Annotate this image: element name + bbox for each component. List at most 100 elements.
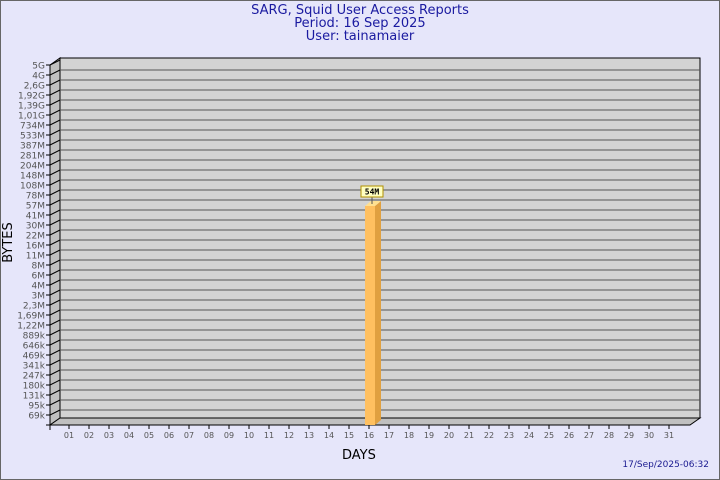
y-tick-depth bbox=[49, 149, 61, 156]
y-tick-label: 57M bbox=[26, 202, 45, 212]
x-tick-label: 26 bbox=[564, 431, 574, 440]
y-tick-depth bbox=[49, 369, 61, 376]
x-tick-label: 24 bbox=[524, 431, 534, 440]
y-tick-depth bbox=[49, 379, 61, 386]
bar-top bbox=[365, 201, 381, 206]
y-tick-depth bbox=[49, 249, 61, 256]
y-tick-depth bbox=[49, 109, 61, 116]
y-tick-depth bbox=[49, 179, 61, 186]
bar-value-label: 54M bbox=[365, 188, 380, 197]
bar bbox=[365, 206, 375, 425]
x-tick-label: 29 bbox=[624, 431, 634, 440]
x-tick-label: 03 bbox=[104, 431, 114, 440]
chart-title: SARG, Squid User Access Reports bbox=[251, 3, 469, 18]
x-tick-label: 02 bbox=[84, 431, 94, 440]
y-tick-label: 22M bbox=[26, 232, 45, 242]
x-tick-label: 04 bbox=[124, 431, 134, 440]
y-tick-depth bbox=[49, 349, 61, 356]
y-tick-label: 533M bbox=[20, 132, 45, 142]
y-tick-label: 11M bbox=[26, 252, 45, 262]
y-tick-label: 646k bbox=[23, 342, 46, 352]
y-tick-label: 8M bbox=[32, 262, 46, 272]
y-tick-label: 469k bbox=[23, 352, 46, 362]
y-tick-label: 41M bbox=[26, 212, 45, 222]
y-tick-label: 5G bbox=[32, 62, 45, 72]
y-tick-label: 4G bbox=[32, 72, 45, 82]
y-tick-label: 341k bbox=[23, 362, 46, 372]
x-tick-label: 18 bbox=[404, 431, 414, 440]
x-tick-label: 22 bbox=[484, 431, 494, 440]
x-tick-label: 16 bbox=[364, 431, 374, 440]
y-tick-label: 1,69M bbox=[17, 312, 45, 322]
x-tick-label: 25 bbox=[544, 431, 554, 440]
y-tick-label: 78M bbox=[26, 192, 45, 202]
y-tick-depth bbox=[49, 239, 61, 246]
x-tick-label: 08 bbox=[204, 431, 214, 440]
y-tick-label: 4M bbox=[32, 282, 46, 292]
x-tick-label: 12 bbox=[284, 431, 294, 440]
timestamp: 17/Sep/2025-06:32 bbox=[622, 460, 709, 470]
y-tick-label: 2,3M bbox=[23, 302, 45, 312]
y-tick-depth bbox=[49, 319, 61, 326]
y-tick-depth bbox=[49, 139, 61, 146]
x-tick-label: 31 bbox=[664, 431, 674, 440]
y-tick-depth bbox=[49, 329, 61, 336]
y-tick-label: 734M bbox=[20, 122, 45, 132]
y-tick-label: 180k bbox=[23, 382, 46, 392]
y-tick-depth bbox=[49, 99, 61, 106]
y-tick-depth bbox=[49, 359, 61, 366]
y-tick-label: 3M bbox=[32, 292, 46, 302]
y-tick-depth bbox=[49, 89, 61, 96]
y-tick-label: 1,92G bbox=[18, 92, 45, 102]
x-tick-label: 15 bbox=[344, 431, 354, 440]
x-tick-label: 30 bbox=[644, 431, 654, 440]
y-tick-depth bbox=[49, 339, 61, 346]
y-tick-depth bbox=[49, 189, 61, 196]
x-tick-label: 14 bbox=[324, 431, 334, 440]
x-tick-label: 09 bbox=[224, 431, 234, 440]
x-tick-label: 07 bbox=[184, 431, 194, 440]
x-tick-label: 01 bbox=[64, 431, 74, 440]
y-tick-label: 69k bbox=[28, 412, 45, 422]
y-tick-depth bbox=[49, 399, 61, 406]
y-tick-depth bbox=[49, 259, 61, 266]
y-tick-label: 95k bbox=[28, 402, 45, 412]
y-tick-depth bbox=[49, 69, 61, 76]
x-tick-label: 05 bbox=[144, 431, 154, 440]
x-tick-label: 23 bbox=[504, 431, 514, 440]
y-tick-depth bbox=[49, 209, 61, 216]
y-tick-label: 148M bbox=[20, 172, 45, 182]
x-tick-label: 19 bbox=[424, 431, 434, 440]
y-tick-depth bbox=[49, 59, 61, 66]
x-tick-label: 20 bbox=[444, 431, 454, 440]
x-tick-label: 28 bbox=[604, 431, 614, 440]
x-tick-label: 21 bbox=[464, 431, 474, 440]
bar-label-box bbox=[360, 185, 384, 198]
y-tick-label: 1,39G bbox=[18, 102, 45, 112]
y-tick-depth bbox=[49, 169, 61, 176]
y-tick-depth bbox=[49, 219, 61, 226]
y-tick-depth bbox=[49, 229, 61, 236]
y-tick-label: 247k bbox=[23, 372, 46, 382]
x-tick-label: 11 bbox=[264, 431, 274, 440]
y-tick-depth bbox=[49, 119, 61, 126]
x-tick-label: 06 bbox=[164, 431, 174, 440]
x-tick-label: 10 bbox=[244, 431, 254, 440]
y-tick-label: 1,22M bbox=[17, 322, 45, 332]
y-tick-depth bbox=[49, 199, 61, 206]
y-tick-label: 6M bbox=[32, 272, 46, 282]
y-tick-depth bbox=[49, 309, 61, 316]
x-tick-label: 27 bbox=[584, 431, 594, 440]
x-tick-label: 17 bbox=[384, 431, 394, 440]
chart-user: User: tainamaier bbox=[305, 29, 415, 44]
y-tick-label: 387M bbox=[20, 142, 45, 152]
y-tick-label: 30M bbox=[26, 222, 45, 232]
y-tick-depth bbox=[49, 269, 61, 276]
y-tick-depth bbox=[49, 279, 61, 286]
x-axis-label: DAYS bbox=[342, 448, 376, 463]
x-tick-label: 13 bbox=[304, 431, 314, 440]
y-tick-label: 204M bbox=[20, 162, 45, 172]
y-tick-depth bbox=[49, 159, 61, 166]
y-tick-depth bbox=[49, 389, 61, 396]
bar-side bbox=[375, 201, 381, 425]
